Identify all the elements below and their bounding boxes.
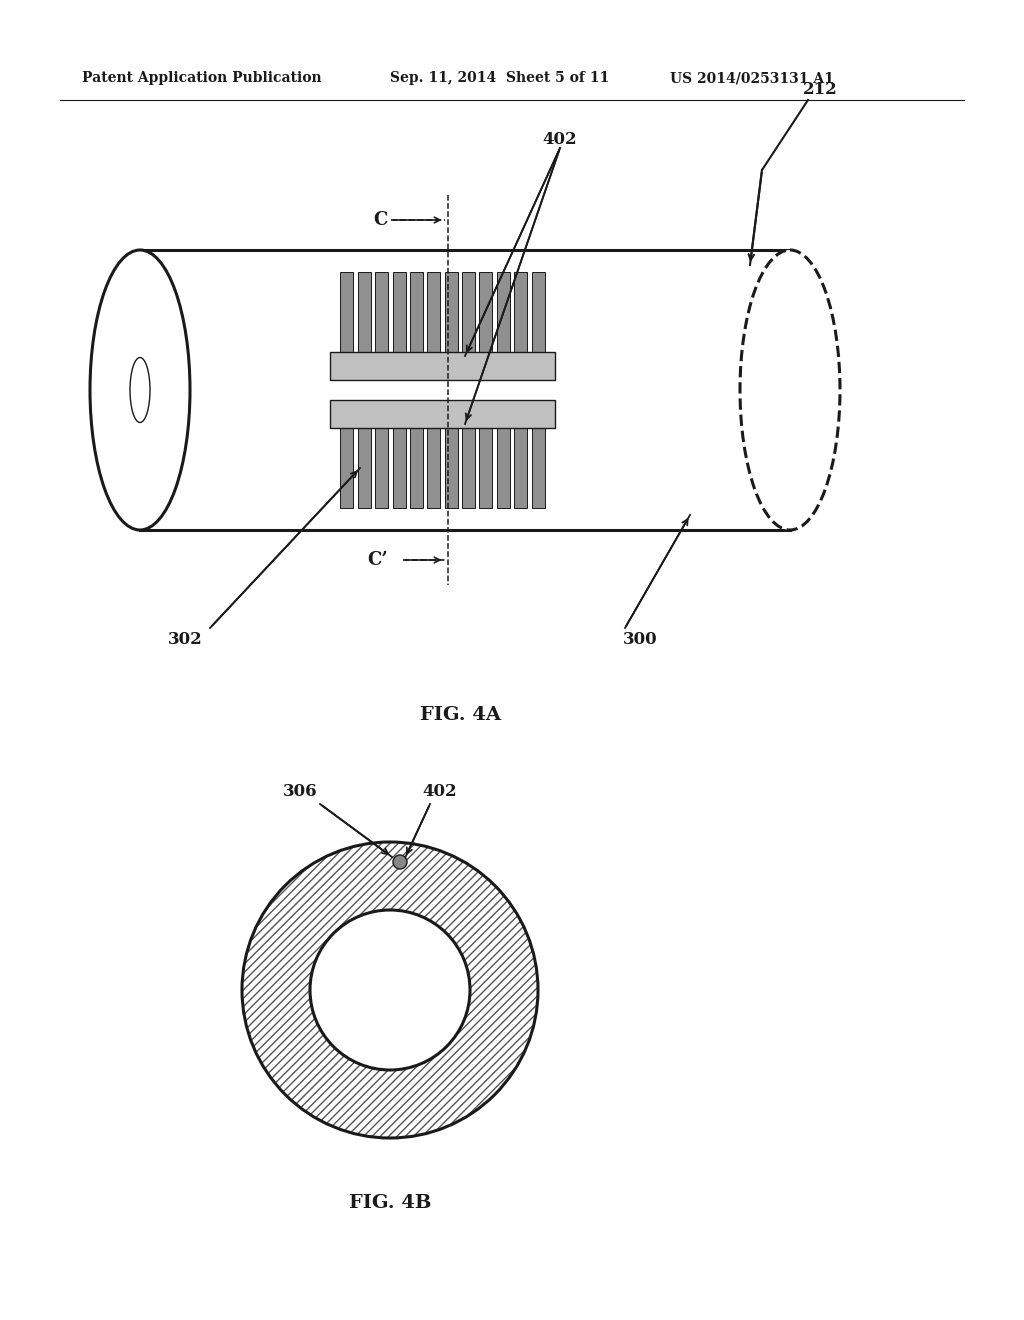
- Bar: [462, 428, 475, 508]
- Bar: [479, 272, 493, 352]
- Text: 212: 212: [803, 82, 838, 99]
- Text: C: C: [373, 211, 387, 228]
- Text: Patent Application Publication: Patent Application Publication: [82, 71, 322, 84]
- Text: US 2014/0253131 A1: US 2014/0253131 A1: [670, 71, 834, 84]
- Bar: [410, 272, 423, 352]
- Bar: [514, 272, 527, 352]
- Bar: [444, 272, 458, 352]
- Bar: [531, 272, 545, 352]
- Text: C’: C’: [367, 550, 387, 569]
- Bar: [427, 428, 440, 508]
- Text: 302: 302: [168, 631, 203, 648]
- Bar: [410, 428, 423, 508]
- Bar: [330, 400, 555, 428]
- Bar: [427, 272, 440, 352]
- Bar: [444, 428, 458, 508]
- Bar: [392, 272, 406, 352]
- Bar: [479, 428, 493, 508]
- Circle shape: [242, 842, 538, 1138]
- Bar: [375, 428, 388, 508]
- Bar: [392, 428, 406, 508]
- Circle shape: [310, 909, 470, 1071]
- Ellipse shape: [130, 358, 150, 422]
- Bar: [357, 428, 371, 508]
- Ellipse shape: [90, 249, 190, 531]
- Bar: [340, 272, 353, 352]
- Bar: [357, 272, 371, 352]
- Text: FIG. 4B: FIG. 4B: [349, 1195, 431, 1212]
- Text: 402: 402: [543, 132, 578, 149]
- Ellipse shape: [740, 249, 840, 531]
- Bar: [497, 428, 510, 508]
- Text: 300: 300: [623, 631, 657, 648]
- Text: Sep. 11, 2014  Sheet 5 of 11: Sep. 11, 2014 Sheet 5 of 11: [390, 71, 609, 84]
- Bar: [330, 352, 555, 380]
- Bar: [462, 272, 475, 352]
- Bar: [375, 272, 388, 352]
- Text: FIG. 4A: FIG. 4A: [420, 706, 501, 723]
- Text: 306: 306: [283, 784, 317, 800]
- Circle shape: [393, 855, 407, 869]
- Text: 402: 402: [423, 784, 458, 800]
- Bar: [340, 428, 353, 508]
- Bar: [514, 428, 527, 508]
- Bar: [497, 272, 510, 352]
- Bar: [531, 428, 545, 508]
